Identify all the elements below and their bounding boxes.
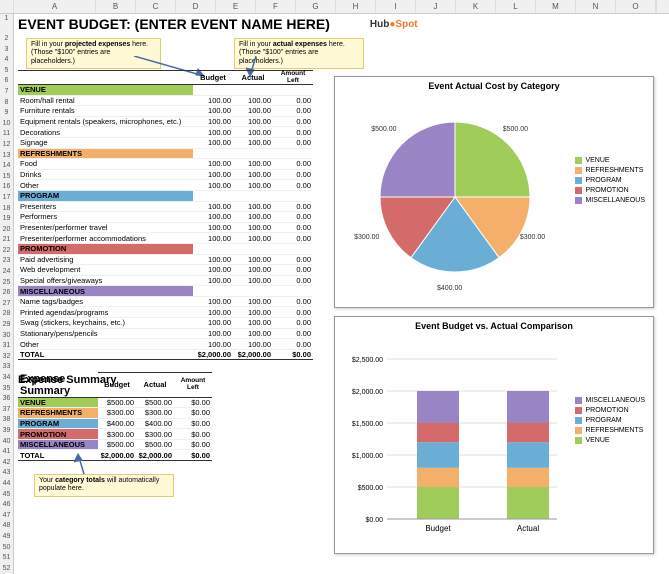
- summary-row[interactable]: VENUE$500.00$500.00$0.00: [18, 397, 212, 408]
- table-row[interactable]: Performers100.00100.000.00: [18, 212, 313, 223]
- callout-totals: Your category totals will automatically …: [34, 474, 174, 497]
- column-headers: ABCDEFGHIJKLMNO: [0, 0, 669, 14]
- table-row[interactable]: Equipment rentals (speakers, microphones…: [18, 116, 313, 127]
- table-row[interactable]: Room/hall rental100.00100.000.00: [18, 95, 313, 106]
- table-row[interactable]: Name tags/badges100.00100.000.00: [18, 296, 313, 307]
- legend-item: PROGRAM: [575, 177, 645, 184]
- legend-item: MISCELLANEOUS: [575, 397, 645, 404]
- bar-chart[interactable]: Event Budget vs. Actual Comparison $0.00…: [334, 316, 654, 554]
- pie-chart-svg: [365, 107, 545, 287]
- bar-chart-title: Event Budget vs. Actual Comparison: [335, 317, 653, 333]
- budget-table[interactable]: BudgetActualAmountLeftVENUERoom/hall ren…: [18, 70, 313, 360]
- hubspot-logo: Hub●Spot: [370, 19, 418, 30]
- row-headers: 1234567891011121314151617181920212223242…: [0, 14, 14, 574]
- category-promotion[interactable]: PROMOTION: [18, 243, 193, 254]
- svg-text:$2,000.00: $2,000.00: [352, 389, 383, 396]
- pie-slice-label: $500.00: [503, 126, 528, 133]
- svg-text:$1,500.00: $1,500.00: [352, 421, 383, 428]
- table-row[interactable]: Food100.00100.000.00: [18, 159, 313, 170]
- pie-slice-label: $300.00: [354, 234, 379, 241]
- summary-row[interactable]: PROMOTION$300.00$300.00$0.00: [18, 429, 212, 440]
- table-row[interactable]: Printed agendas/programs100.00100.000.00: [18, 307, 313, 318]
- table-row[interactable]: Presenter/performer accommodations100.00…: [18, 233, 313, 244]
- table-row[interactable]: Swag (stickers, keychains, etc.)100.0010…: [18, 318, 313, 329]
- table-row[interactable]: Decorations100.00100.000.00: [18, 127, 313, 138]
- legend-item: REFRESHMENTS: [575, 427, 645, 434]
- legend-item: PROGRAM: [575, 417, 645, 424]
- summary-row[interactable]: PROGRAM$400.00$400.00$0.00: [18, 418, 212, 429]
- table-row[interactable]: Special offers/giveaways100.00100.000.00: [18, 275, 313, 286]
- category-venue[interactable]: VENUE: [18, 85, 193, 96]
- title-row: EVENT BUDGET: (ENTER EVENT NAME HERE) Hu…: [14, 14, 669, 34]
- table-row[interactable]: Presenter/performer travel100.00100.000.…: [18, 222, 313, 233]
- legend-item: PROMOTION: [575, 187, 645, 194]
- svg-text:$1,000.00: $1,000.00: [352, 453, 383, 460]
- pie-chart[interactable]: Event Actual Cost by Category $500.00 $30…: [334, 76, 654, 308]
- arrow-3: [74, 452, 94, 476]
- table-row[interactable]: Other100.00100.000.00: [18, 180, 313, 191]
- pie-slice-label: $500.00: [371, 126, 396, 133]
- svg-text:Budget: Budget: [425, 524, 451, 533]
- table-row[interactable]: Furniture rentals100.00100.000.00: [18, 106, 313, 117]
- legend-item: VENUE: [575, 437, 645, 444]
- category-miscellaneous[interactable]: MISCELLANEOUS: [18, 286, 193, 297]
- summary-row[interactable]: MISCELLANEOUS$500.00$500.00$0.00: [18, 439, 212, 450]
- svg-text:$0.00: $0.00: [365, 517, 383, 524]
- legend-item: VENUE: [575, 157, 645, 164]
- pie-slice-label: $400.00: [437, 285, 462, 292]
- pie-slice-label: $300.00: [520, 234, 545, 241]
- table-row[interactable]: Drinks100.00100.000.00: [18, 169, 313, 180]
- pie-chart-title: Event Actual Cost by Category: [335, 77, 653, 93]
- category-refreshments[interactable]: REFRESHMENTS: [18, 148, 193, 159]
- bar-chart-svg: $0.00 $500.00 $1,000.00 $1,500.00 $2,000.00 $…: [339, 339, 569, 539]
- legend-item: MISCELLANEOUS: [575, 197, 645, 204]
- table-row[interactable]: Stationary/pens/pencils100.00100.000.00: [18, 328, 313, 339]
- legend-item: PROMOTION: [575, 407, 645, 414]
- table-row[interactable]: Presenters100.00100.000.00: [18, 201, 313, 212]
- legend-item: REFRESHMENTS: [575, 167, 645, 174]
- bar-legend: MISCELLANEOUS PROMOTION PROGRAM REFRESHMENT…: [575, 397, 645, 447]
- svg-text:$2,500.00: $2,500.00: [352, 357, 383, 364]
- svg-text:Actual: Actual: [517, 524, 539, 533]
- spreadsheet-area[interactable]: EVENT BUDGET: (ENTER EVENT NAME HERE) Hu…: [14, 14, 669, 568]
- table-row[interactable]: Signage100.00100.000.00: [18, 137, 313, 148]
- summary-table[interactable]: Expense SummaryBudgetActualAmountLeftVEN…: [18, 372, 212, 461]
- table-row[interactable]: Web development100.00100.000.00: [18, 265, 313, 276]
- svg-text:$500.00: $500.00: [358, 485, 383, 492]
- table-row[interactable]: Paid advertising100.00100.000.00: [18, 254, 313, 265]
- category-program[interactable]: PROGRAM: [18, 190, 193, 201]
- pie-legend: VENUE REFRESHMENTS PROGRAM PROMOTION MISCELL…: [575, 157, 645, 207]
- table-row[interactable]: Other100.00100.000.00: [18, 339, 313, 350]
- summary-row[interactable]: REFRESHMENTS$300.00$300.00$0.00: [18, 408, 212, 419]
- event-budget-title: EVENT BUDGET: (ENTER EVENT NAME HERE): [18, 16, 330, 32]
